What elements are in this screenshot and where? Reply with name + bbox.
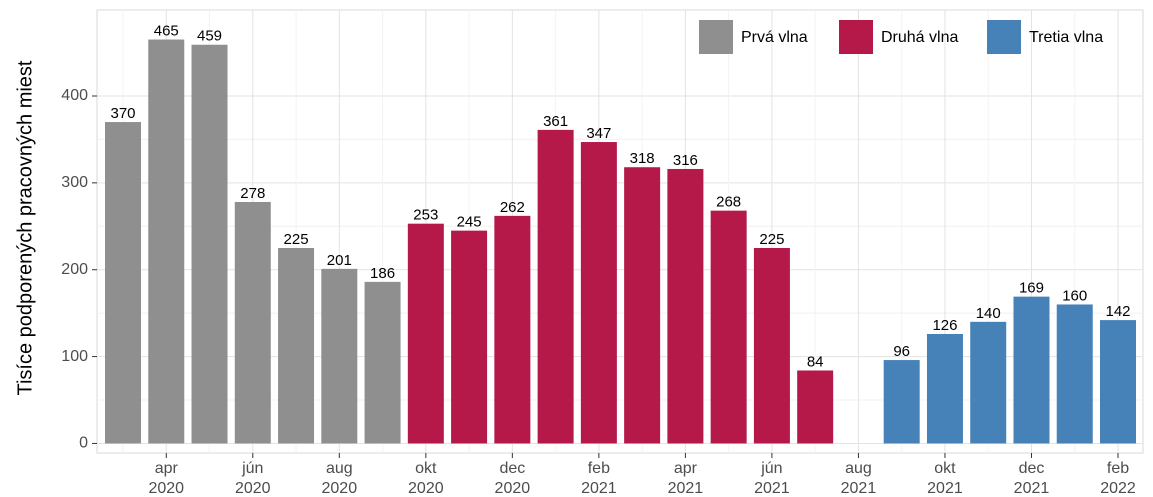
value-label: 347 [586,125,611,142]
value-label: 140 [976,305,1001,322]
value-label: 126 [932,317,957,334]
bar [710,210,747,444]
value-label: 96 [893,343,910,360]
value-label: 278 [240,185,265,202]
bar [148,39,185,444]
value-label: 225 [759,231,784,248]
bar [191,44,228,444]
bar [1100,320,1136,444]
value-label: 225 [284,231,309,248]
x-tick-label: jún 2021 [754,460,790,497]
bar [537,129,574,444]
bar [451,230,488,444]
bar [797,370,834,444]
legend-label: Prvá vlna [741,29,808,46]
bar [883,360,920,444]
x-tick-label: dec 2020 [495,460,531,497]
x-tick-label: okt 2020 [408,460,444,497]
bar [580,142,617,444]
value-label: 186 [370,265,395,282]
y-tick-label: 400 [61,87,88,104]
x-tick-label: dec 2021 [1014,460,1050,497]
bar [1056,304,1093,444]
value-label: 370 [110,105,135,122]
bar [321,268,358,444]
value-label: 361 [543,113,568,130]
value-label: 142 [1105,303,1130,320]
bar [970,321,1007,444]
legend-swatch [699,20,733,54]
value-label: 262 [500,199,525,216]
value-label: 459 [197,28,222,45]
bar [494,215,531,444]
bar [753,248,790,444]
x-tick-label: okt 2021 [927,460,963,497]
y-tick-label: 200 [61,261,88,278]
bar [926,333,963,444]
value-label: 201 [327,252,352,269]
x-tick-label: apr 2020 [148,460,184,497]
plot-panel [96,9,1144,454]
y-tick-label: 300 [61,174,88,191]
bar [105,122,141,444]
value-label: 465 [154,23,179,40]
bar [364,281,401,444]
value-label: 318 [630,150,655,167]
value-label: 169 [1019,280,1044,297]
value-label: 268 [716,194,741,211]
value-label: 253 [413,207,438,224]
x-tick-label: aug 2021 [841,460,877,497]
legend-swatch [987,20,1021,54]
legend-swatch [839,20,873,54]
bar [234,201,271,444]
bar [1013,296,1050,444]
value-label: 316 [673,152,698,169]
legend-label: Druhá vlna [881,29,958,46]
x-tick-label: apr 2021 [668,460,704,497]
bar [278,248,315,444]
x-tick-label: aug 2020 [322,460,358,497]
x-tick-label: feb 2021 [581,460,617,497]
bar [624,167,661,444]
bar [407,223,444,444]
x-tick-label: jún 2020 [235,460,271,497]
value-label: 245 [457,214,482,231]
bar [667,168,704,444]
x-tick-label: feb 2022 [1100,460,1136,497]
y-axis-title: Tisíce podporených pracovných miest [14,60,36,395]
value-label: 160 [1062,287,1087,304]
legend-label: Tretia vlna [1029,29,1103,46]
y-tick-label: 0 [79,435,88,452]
y-tick-label: 100 [61,348,88,365]
value-label: 84 [807,353,824,370]
